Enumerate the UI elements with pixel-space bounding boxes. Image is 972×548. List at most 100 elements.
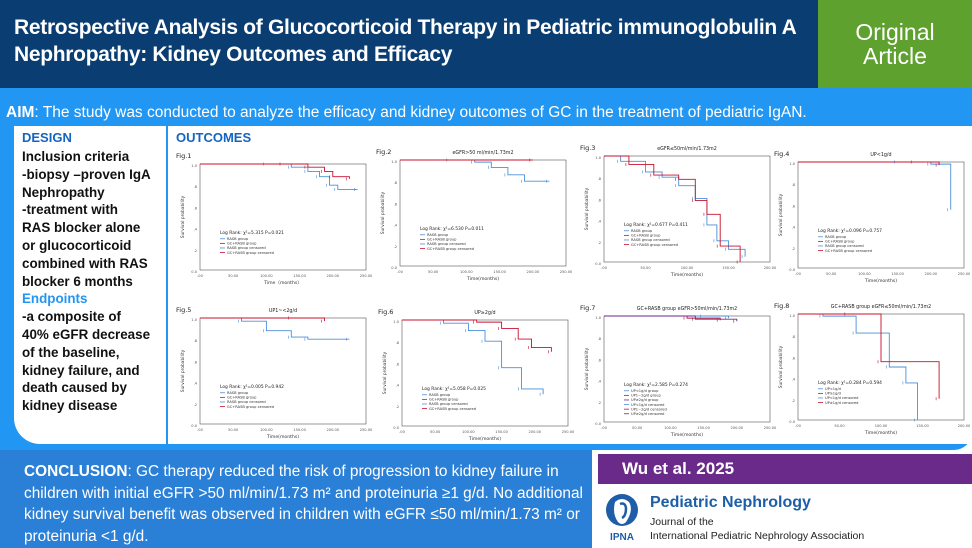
endpoint-line: kidney disease [22,398,118,414]
survival-curve [604,315,738,322]
conclusion-text: CONCLUSION: GC therapy reduced the risk … [24,461,594,547]
badge-line-2: Article [863,43,927,69]
figure-7: Fig.7 GC+RASB group eGFR>50ml/min/1.73m2 S… [580,302,780,452]
figure-3: Fig.3 eGFR≤50ml/min/1.73m2 Survival probab… [580,142,780,292]
km-plot-8: Fig.8 GC+RASB group eGFR≤50ml/min/1.73m2 S… [774,302,971,436]
x-tick-label: 100.00 [875,424,888,428]
legend-entry: GC+RASB group censored [631,243,678,247]
figure-label: Fig.6 [378,308,393,316]
x-tick-label: 150.00 [293,428,306,432]
y-tick-label: .8 [792,183,796,187]
figure-2: Fig.2 eGFR>50 ml/min/1.73m2 Survival proba… [376,146,576,296]
km-plot-1: Fig.1 Survival probability 1.0 .8 .6 .4 .2 0.0.… [176,152,373,286]
y-tick-label: 0.0 [789,420,795,424]
legend-entry: RASB group [427,233,449,237]
legend-entry: UP<1g/d censored [631,403,664,407]
x-tick-label: 50.00 [826,272,837,276]
survival-curve [798,161,940,166]
x-tick-label: .00 [601,266,607,270]
y-tick-label: 0.0 [595,262,601,266]
y-tick-label: .8 [396,341,400,345]
legend-entry: RASB group censored [227,246,266,250]
x-tick-label: 200.00 [731,426,744,430]
y-tick-label: .4 [394,224,398,228]
legend-entry: RASB group [825,235,847,239]
endpoints-title: Endpoints [22,291,88,307]
design-line: blocker 6 months [22,273,133,289]
x-tick-label: 50.00 [632,426,643,430]
y-axis-label: Survival probability [778,193,784,236]
x-tick-label: .00 [399,430,405,434]
legend-entry: GC+RASB group censored [227,405,274,409]
citation-box: Wu et al. 2025 [598,454,972,484]
figure-label: Fig.7 [580,304,595,312]
x-axis-label: Time(months) [468,436,501,442]
y-tick-label: .4 [598,380,602,384]
x-axis-label: Time(months) [670,272,703,278]
x-tick-label: 50.00 [834,424,845,428]
article-type-badge: Original Article [818,0,972,88]
legend-entry: RASB group [227,391,249,395]
y-tick-label: .2 [396,405,399,409]
y-tick-label: .6 [394,202,398,206]
conclusion-box: CONCLUSION: GC therapy reduced the risk … [0,450,592,548]
conclusion-label: CONCLUSION [24,463,128,480]
x-tick-label: 50.00 [640,266,651,270]
figure-subtitle: UP<1g/d [870,152,891,158]
x-tick-label: 200.00 [527,270,540,274]
y-tick-label: 1.0 [393,320,399,324]
x-tick-label: 150.00 [697,426,710,430]
y-axis-label: Survival probability [180,195,186,238]
km-plot-2: Fig.2 eGFR>50 ml/min/1.73m2 Survival proba… [376,148,573,282]
figure-label: Fig.2 [376,148,391,156]
y-tick-label: .2 [792,247,795,251]
x-tick-label: 150.00 [495,430,508,434]
km-plot-4: Fig.4 UP<1g/d Survival probability 1.0 .8 .6.… [774,150,971,284]
figure-label: Fig.3 [580,144,595,152]
figure-subtitle: eGFR>50 ml/min/1.73m2 [452,150,513,156]
x-axis-label: Time(months) [466,276,499,282]
y-tick-label: 0.0 [393,426,399,430]
legend-entry: GC+RASB group [631,234,661,238]
legend-entry: UP≥1g/d [825,392,841,396]
x-tick-label: 100.00 [460,270,473,274]
figure-subtitle: UP≥2g/d [474,310,495,316]
x-tick-label: 250.00 [560,270,573,274]
legend-entry: UP<1g/d [825,387,841,391]
design-line: -biopsy –proven IgA [22,166,151,182]
survival-curve [400,159,550,182]
y-tick-label: .2 [598,401,601,405]
x-tick-label: 100.00 [858,272,871,276]
endpoint-line: 40% eGFR decrease [22,326,151,342]
logrank-text: Log Rank: χ²=0.096 P=0.757 [818,228,882,234]
y-tick-label: .8 [194,339,198,343]
endpoint-line: death caused by [22,380,127,396]
x-tick-label: .00 [601,426,607,430]
x-tick-label: .00 [795,424,801,428]
x-axis-label: Time(months) [864,278,897,284]
x-tick-label: 200.00 [925,272,938,276]
legend-entry: GC+RASB group [227,396,257,400]
figure-label: Fig.4 [774,150,789,158]
legend-entry: UP1~2g/d censored [631,407,667,411]
endpoint-line: of the baseline, [22,344,120,360]
y-tick-label: .6 [598,358,602,362]
x-tick-label: 100.00 [260,274,273,278]
y-tick-label: 0.0 [191,424,197,428]
x-tick-label: 150.00 [493,270,506,274]
survival-curve [604,155,741,262]
figure-subtitle: UP1~<2g/d [269,308,297,314]
plot-frame [399,159,567,267]
plot-frame [603,315,771,423]
y-tick-label: .8 [792,335,796,339]
y-axis-label: Survival probability [380,191,386,234]
y-tick-label: .4 [792,378,796,382]
x-tick-label: 100.00 [260,428,273,432]
survival-curve [798,161,952,210]
y-tick-label: .8 [394,181,398,185]
y-tick-label: .4 [194,228,198,232]
y-tick-label: 1.0 [191,164,197,168]
x-tick-label: 50.00 [430,430,441,434]
y-tick-label: 0.0 [191,270,197,274]
endpoint-line: -a composite of [22,309,121,325]
